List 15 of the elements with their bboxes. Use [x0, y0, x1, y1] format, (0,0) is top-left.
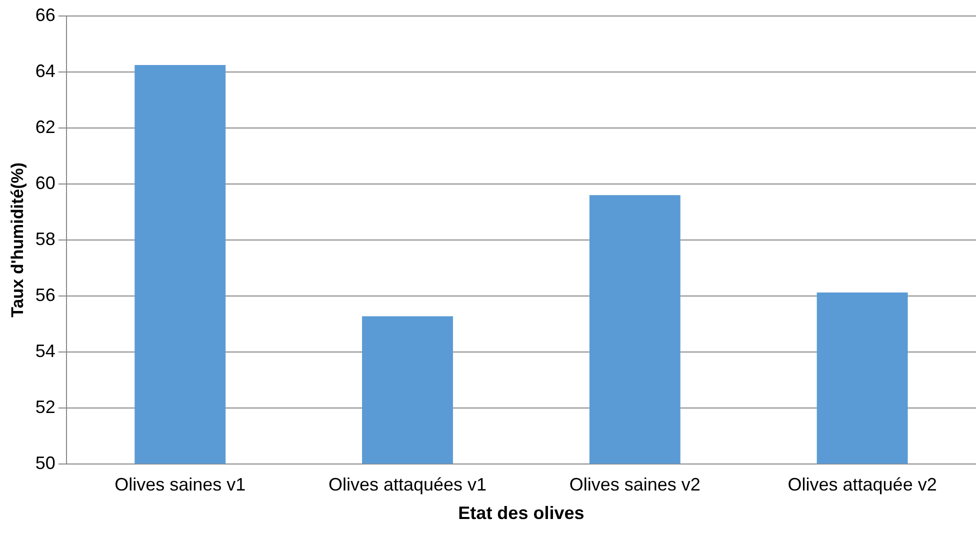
x-tick-label: Olives saines v1	[114, 474, 246, 495]
x-tick-label: Olives attaquée v2	[788, 474, 937, 495]
x-tick-label: Olives attaquées v1	[328, 474, 487, 495]
y-tick-label: 52	[35, 396, 56, 417]
y-tick-label: 66	[35, 4, 56, 25]
y-tick-label: 64	[35, 60, 56, 81]
y-tick-label: 62	[35, 116, 56, 137]
y-tick-label: 54	[35, 340, 56, 361]
y-tick-label: 56	[35, 284, 56, 305]
y-tick-label: 58	[35, 228, 56, 249]
y-axis-title: Taux d'humidité(%)	[8, 162, 27, 318]
x-axis-title: Etat des olives	[458, 503, 584, 524]
y-tick-label: 60	[35, 172, 56, 193]
x-tick-label: Olives saines v2	[569, 474, 700, 495]
y-tick-label: 50	[35, 452, 56, 473]
